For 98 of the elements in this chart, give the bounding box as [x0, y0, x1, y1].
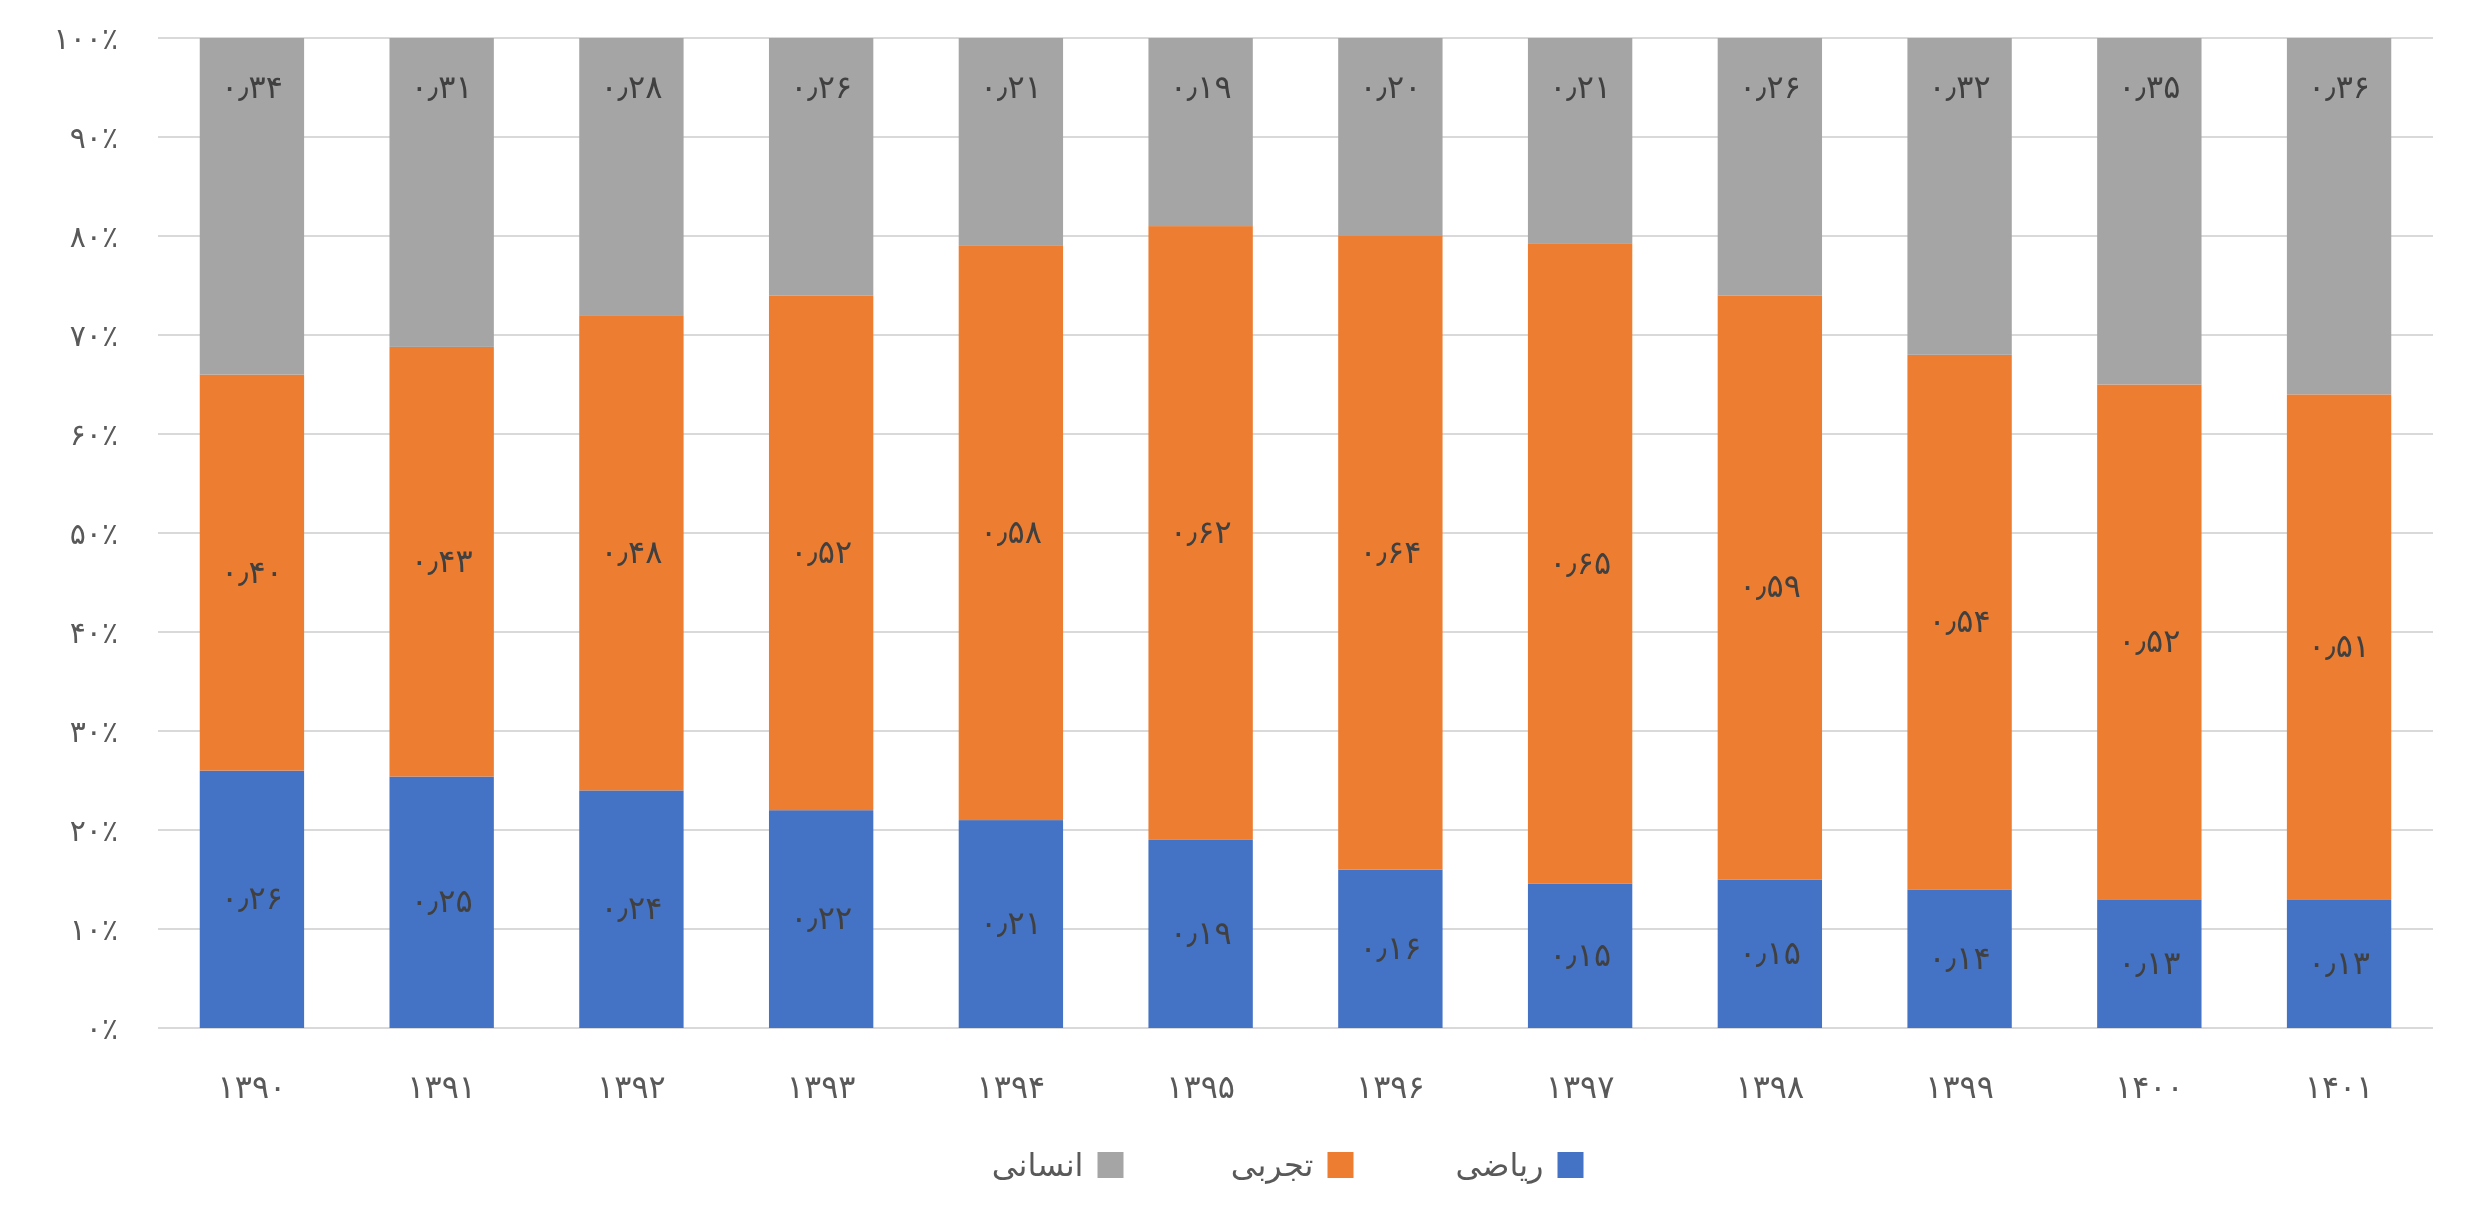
bar: [199, 770, 305, 1028]
y-tick-label: ۴۰٪: [69, 614, 118, 650]
legend-label: انسانی: [991, 1146, 1084, 1184]
y-tick-label: ۸۰٪: [69, 218, 118, 254]
bar: [579, 38, 684, 316]
data-label: ۰٫۲۸: [600, 68, 663, 106]
bar: [2097, 38, 2202, 385]
bar: [1148, 226, 1253, 840]
data-label: ۰٫۴۰: [220, 552, 283, 591]
data-label: ۰٫۲۱: [1549, 68, 1612, 106]
y-tick-label: ۳۰٪: [69, 713, 118, 749]
bar: [958, 245, 1064, 821]
bar: [1148, 839, 1253, 1028]
bar: [1338, 38, 1443, 236]
data-label: ۰٫۱۴: [1928, 938, 1991, 977]
data-label: ۰٫۳۱: [410, 68, 473, 106]
bar: [958, 820, 1064, 1028]
data-label: ۰٫۲۱: [979, 68, 1042, 106]
data-label: ۰٫۵۲: [790, 532, 853, 571]
data-label: ۰٫۱۹: [1169, 913, 1232, 952]
x-tick-label: ۱۳۹۱: [407, 1068, 477, 1106]
bar: [1148, 38, 1253, 227]
x-tick-label: ۱۳۹۸: [1735, 1068, 1805, 1106]
data-label: ۰٫۵۱: [2308, 626, 2371, 665]
data-label: ۰٫۶۵: [1549, 543, 1612, 582]
bar: [579, 790, 684, 1028]
data-label: ۰٫۳۴: [220, 68, 283, 106]
data-label: ۰٫۲۴: [600, 889, 663, 928]
bar: [768, 38, 874, 296]
data-label: ۰٫۵۴: [1928, 602, 1991, 641]
bar: [2286, 899, 2392, 1028]
x-tick-label: ۱۳۹۰: [217, 1068, 287, 1106]
data-label: ۰٫۱۵: [1549, 935, 1612, 974]
bar: [958, 38, 1064, 246]
x-tick-label: ۱۳۹۵: [1166, 1068, 1235, 1106]
bar: [2097, 899, 2202, 1028]
data-label: ۰٫۵۸: [979, 513, 1042, 551]
data-label: ۰٫۳۵: [2118, 68, 2181, 106]
bar: [1717, 38, 1823, 296]
legend-label: تجربی: [1230, 1146, 1314, 1184]
data-label: ۰٫۳۶: [2308, 68, 2371, 106]
y-tick-label: ۰٪: [85, 1010, 118, 1046]
bar: [768, 295, 874, 811]
data-label: ۰٫۶۴: [1359, 532, 1422, 571]
bar: [199, 38, 305, 375]
data-label: ۰٫۶۲: [1169, 513, 1232, 551]
x-tick-label: ۱۳۹۹: [1925, 1068, 1994, 1106]
data-label: ۰٫۲۱: [979, 904, 1042, 943]
data-label: ۰٫۲۲: [790, 899, 853, 938]
x-tick-label: ۱۳۹۷: [1545, 1068, 1615, 1106]
bar: [1907, 354, 2012, 890]
data-label: ۰٫۳۲: [1928, 68, 1991, 106]
y-tick-label: ۱۰٪: [69, 911, 118, 947]
data-label: ۰٫۱۹: [1169, 68, 1232, 106]
y-tick-label: ۲۰٪: [69, 812, 118, 848]
bar: [389, 346, 494, 777]
y-tick-label: ۹۰٪: [69, 119, 118, 155]
data-label: ۰٫۲۵: [410, 882, 473, 921]
bar: [1338, 869, 1443, 1028]
x-tick-label: ۱۳۹۲: [597, 1068, 666, 1106]
bar: [389, 38, 494, 347]
x-tick-label: ۱۳۹۳: [786, 1068, 856, 1106]
x-tick-label: ۱۴۰۱: [2304, 1068, 2374, 1106]
data-label: ۰٫۱۳: [2118, 943, 2181, 982]
bar: [199, 374, 305, 771]
data-label: ۰٫۲۶: [220, 879, 283, 918]
bar: [1527, 883, 1633, 1028]
x-tick-label: ۱۳۹۴: [976, 1068, 1046, 1106]
bar: [1717, 295, 1823, 880]
bar: [2097, 384, 2202, 900]
bar: [1717, 879, 1823, 1028]
y-tick-label: ۵۰٪: [69, 515, 118, 551]
x-tick-label: ۱۴۰۰: [2114, 1068, 2184, 1106]
data-label: ۰٫۲۶: [1738, 68, 1801, 106]
y-tick-label: ۶۰٪: [69, 416, 118, 452]
data-label: ۰٫۴۳: [410, 541, 473, 580]
bar: [768, 810, 874, 1028]
y-tick-label: ۷۰٪: [69, 317, 118, 353]
bar: [579, 315, 684, 791]
legend-label: ریاضی: [1455, 1146, 1544, 1184]
y-tick-label: ۱۰۰٪: [53, 20, 118, 56]
bar: [1907, 38, 2012, 355]
data-label: ۰٫۱۵: [1738, 933, 1801, 972]
bar: [2286, 38, 2392, 395]
bar: [389, 776, 494, 1028]
data-label: ۰٫۲۶: [790, 68, 853, 106]
bar: [1338, 236, 1443, 870]
bar: [2286, 394, 2392, 900]
bar: [1527, 38, 1633, 244]
data-label: ۰٫۵۹: [1738, 567, 1801, 606]
x-tick-label: ۱۳۹۶: [1356, 1068, 1425, 1106]
data-label: ۰٫۱۶: [1359, 928, 1422, 967]
bar: [1527, 243, 1633, 884]
data-label: ۰٫۲۰: [1359, 68, 1422, 106]
data-label: ۰٫۴۸: [600, 532, 663, 571]
data-label: ۰٫۱۳: [2308, 943, 2371, 982]
data-label: ۰٫۵۲: [2118, 621, 2181, 660]
bar: [1907, 889, 2012, 1028]
